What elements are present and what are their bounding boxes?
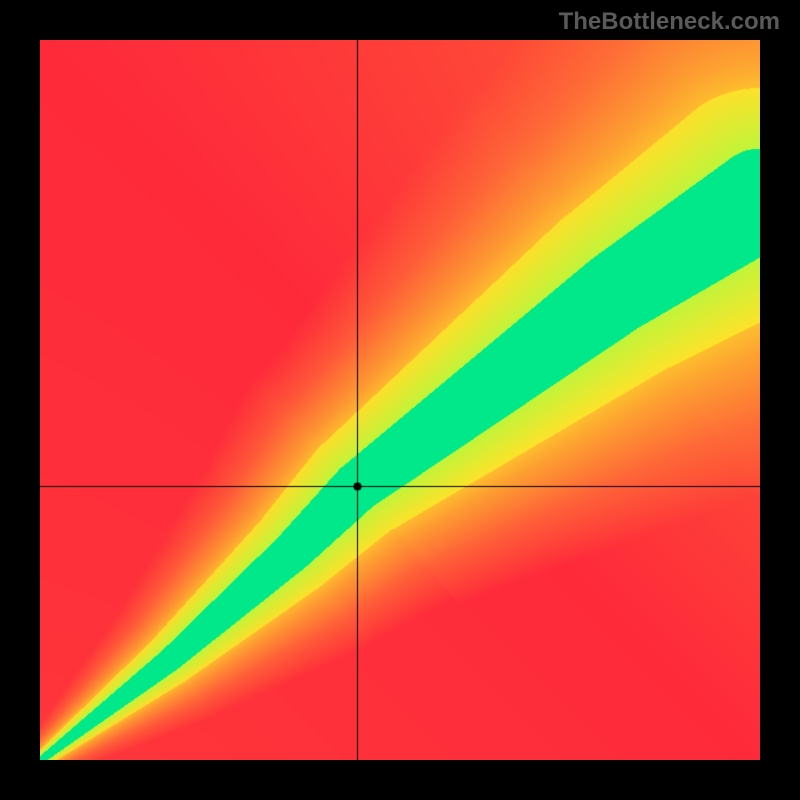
heatmap-canvas bbox=[40, 40, 760, 760]
bottleneck-heatmap bbox=[40, 40, 760, 760]
chart-container: TheBottleneck.com bbox=[0, 0, 800, 800]
watermark-text: TheBottleneck.com bbox=[559, 8, 780, 36]
